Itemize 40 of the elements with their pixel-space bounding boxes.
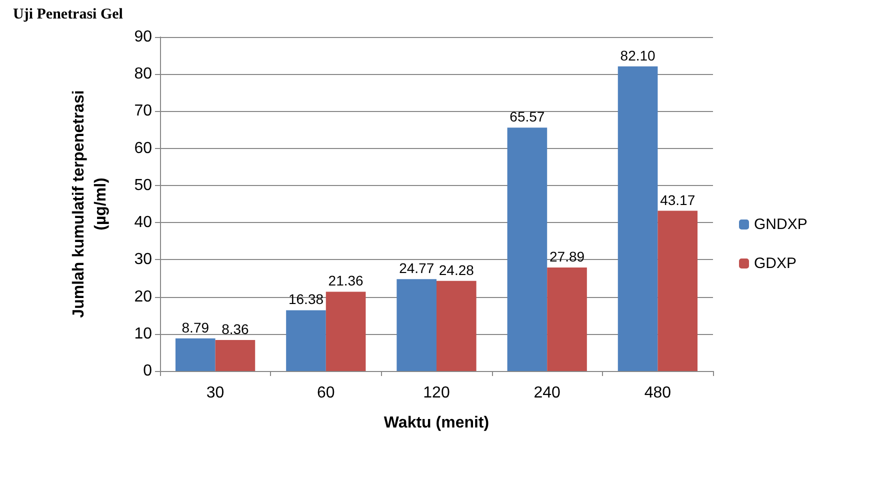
bar — [215, 340, 256, 371]
y-tick-label: 90 — [134, 28, 152, 46]
data-label: 16.38 — [288, 291, 324, 308]
data-label: 21.36 — [328, 272, 364, 289]
x-axis-title: Waktu (menit) — [384, 414, 490, 432]
bar — [286, 310, 326, 371]
bar — [436, 280, 476, 371]
bar — [175, 338, 216, 371]
y-tick-label: 10 — [134, 325, 152, 342]
bar — [396, 279, 436, 371]
y-tick-label: 30 — [134, 251, 152, 268]
x-tick-label: 30 — [206, 384, 224, 402]
data-label: 8.36 — [222, 320, 250, 337]
y-axis-title: Jumlah kumulatif terpenetrasi (µg/ml) — [70, 90, 110, 318]
data-label: 24.28 — [438, 262, 474, 278]
legend-label: GDXP — [754, 255, 797, 272]
x-tick-label: 120 — [423, 384, 450, 402]
data-label: 65.57 — [510, 108, 545, 125]
x-tick-label: 240 — [534, 384, 561, 402]
y-tick-label: 80 — [134, 66, 152, 83]
bar — [547, 267, 587, 371]
y-tick-label: 50 — [134, 176, 152, 194]
bar — [618, 66, 658, 371]
chart-title: Uji Penetrasi Gel — [13, 6, 123, 22]
x-tick-label: 480 — [644, 384, 672, 402]
bar — [326, 292, 366, 371]
y-tick-label: 40 — [134, 214, 152, 232]
x-tick-label: 60 — [317, 384, 335, 402]
data-label: 82.10 — [620, 47, 656, 64]
y-tick-label: 20 — [134, 288, 152, 306]
bar — [507, 128, 548, 371]
legend-label: GNDXP — [754, 216, 808, 233]
y-tick-label: 60 — [134, 140, 152, 157]
data-label: 8.79 — [182, 319, 210, 336]
y-tick-label: 0 — [143, 362, 152, 380]
data-label: 24.77 — [399, 260, 434, 276]
bar — [658, 210, 698, 371]
data-label: 27.89 — [549, 248, 585, 264]
y-tick-label: 70 — [134, 102, 152, 120]
data-label: 43.17 — [660, 192, 696, 208]
